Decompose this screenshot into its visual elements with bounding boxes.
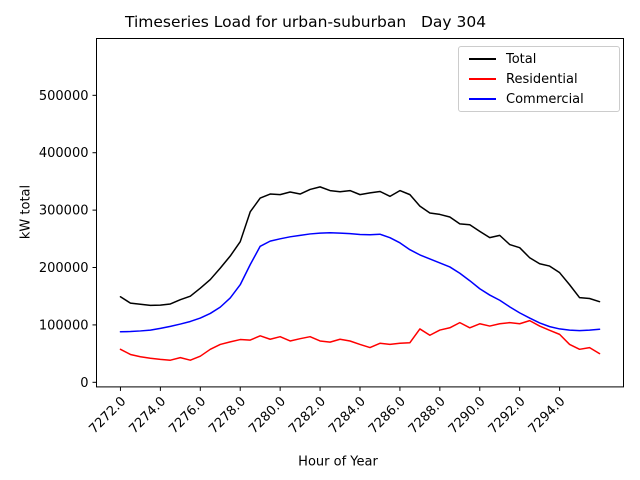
legend-line-commercial — [469, 98, 496, 100]
series-line-residential — [119, 319, 601, 361]
x-tick-label: 7278.0 — [206, 394, 249, 437]
legend-label-total: Total — [506, 51, 537, 67]
x-tick-label: 7290.0 — [446, 394, 489, 437]
legend-label-commercial: Commercial — [506, 91, 584, 107]
legend: Total Residential Commercial — [458, 46, 620, 112]
legend-label-residential: Residential — [506, 71, 578, 87]
x-tick-label: 7284.0 — [326, 394, 369, 437]
x-tick-label: 7286.0 — [366, 394, 409, 437]
y-tick-label: 300000 — [39, 204, 89, 219]
y-tick-label: 100000 — [39, 318, 89, 333]
series-line-commercial — [119, 232, 601, 333]
legend-item-residential: Residential — [459, 69, 619, 89]
y-axis-label: kW total — [18, 184, 34, 240]
legend-line-total — [469, 58, 496, 60]
x-tick-label: 7280.0 — [246, 394, 289, 437]
x-tick-label: 7276.0 — [166, 394, 209, 437]
y-tick-label: 500000 — [39, 89, 89, 104]
legend-line-residential — [469, 78, 496, 80]
series-line-total — [119, 186, 601, 307]
legend-item-commercial: Commercial — [459, 89, 619, 109]
y-tick-label: 0 — [80, 376, 88, 391]
x-tick-label: 7272.0 — [87, 394, 130, 437]
y-tick-label: 400000 — [39, 146, 89, 161]
x-tick-label: 7274.0 — [126, 394, 169, 437]
y-tick-label: 200000 — [39, 261, 89, 276]
x-tick-label: 7282.0 — [286, 394, 329, 437]
x-axis-label: Hour of Year — [298, 454, 378, 470]
x-tick-label: 7288.0 — [406, 394, 449, 437]
legend-item-total: Total — [459, 49, 619, 69]
x-tick-label: 7294.0 — [526, 394, 569, 437]
x-tick-label: 7292.0 — [486, 394, 529, 437]
chart-title: Timeseries Load for urban-suburban Day 3… — [125, 13, 487, 31]
